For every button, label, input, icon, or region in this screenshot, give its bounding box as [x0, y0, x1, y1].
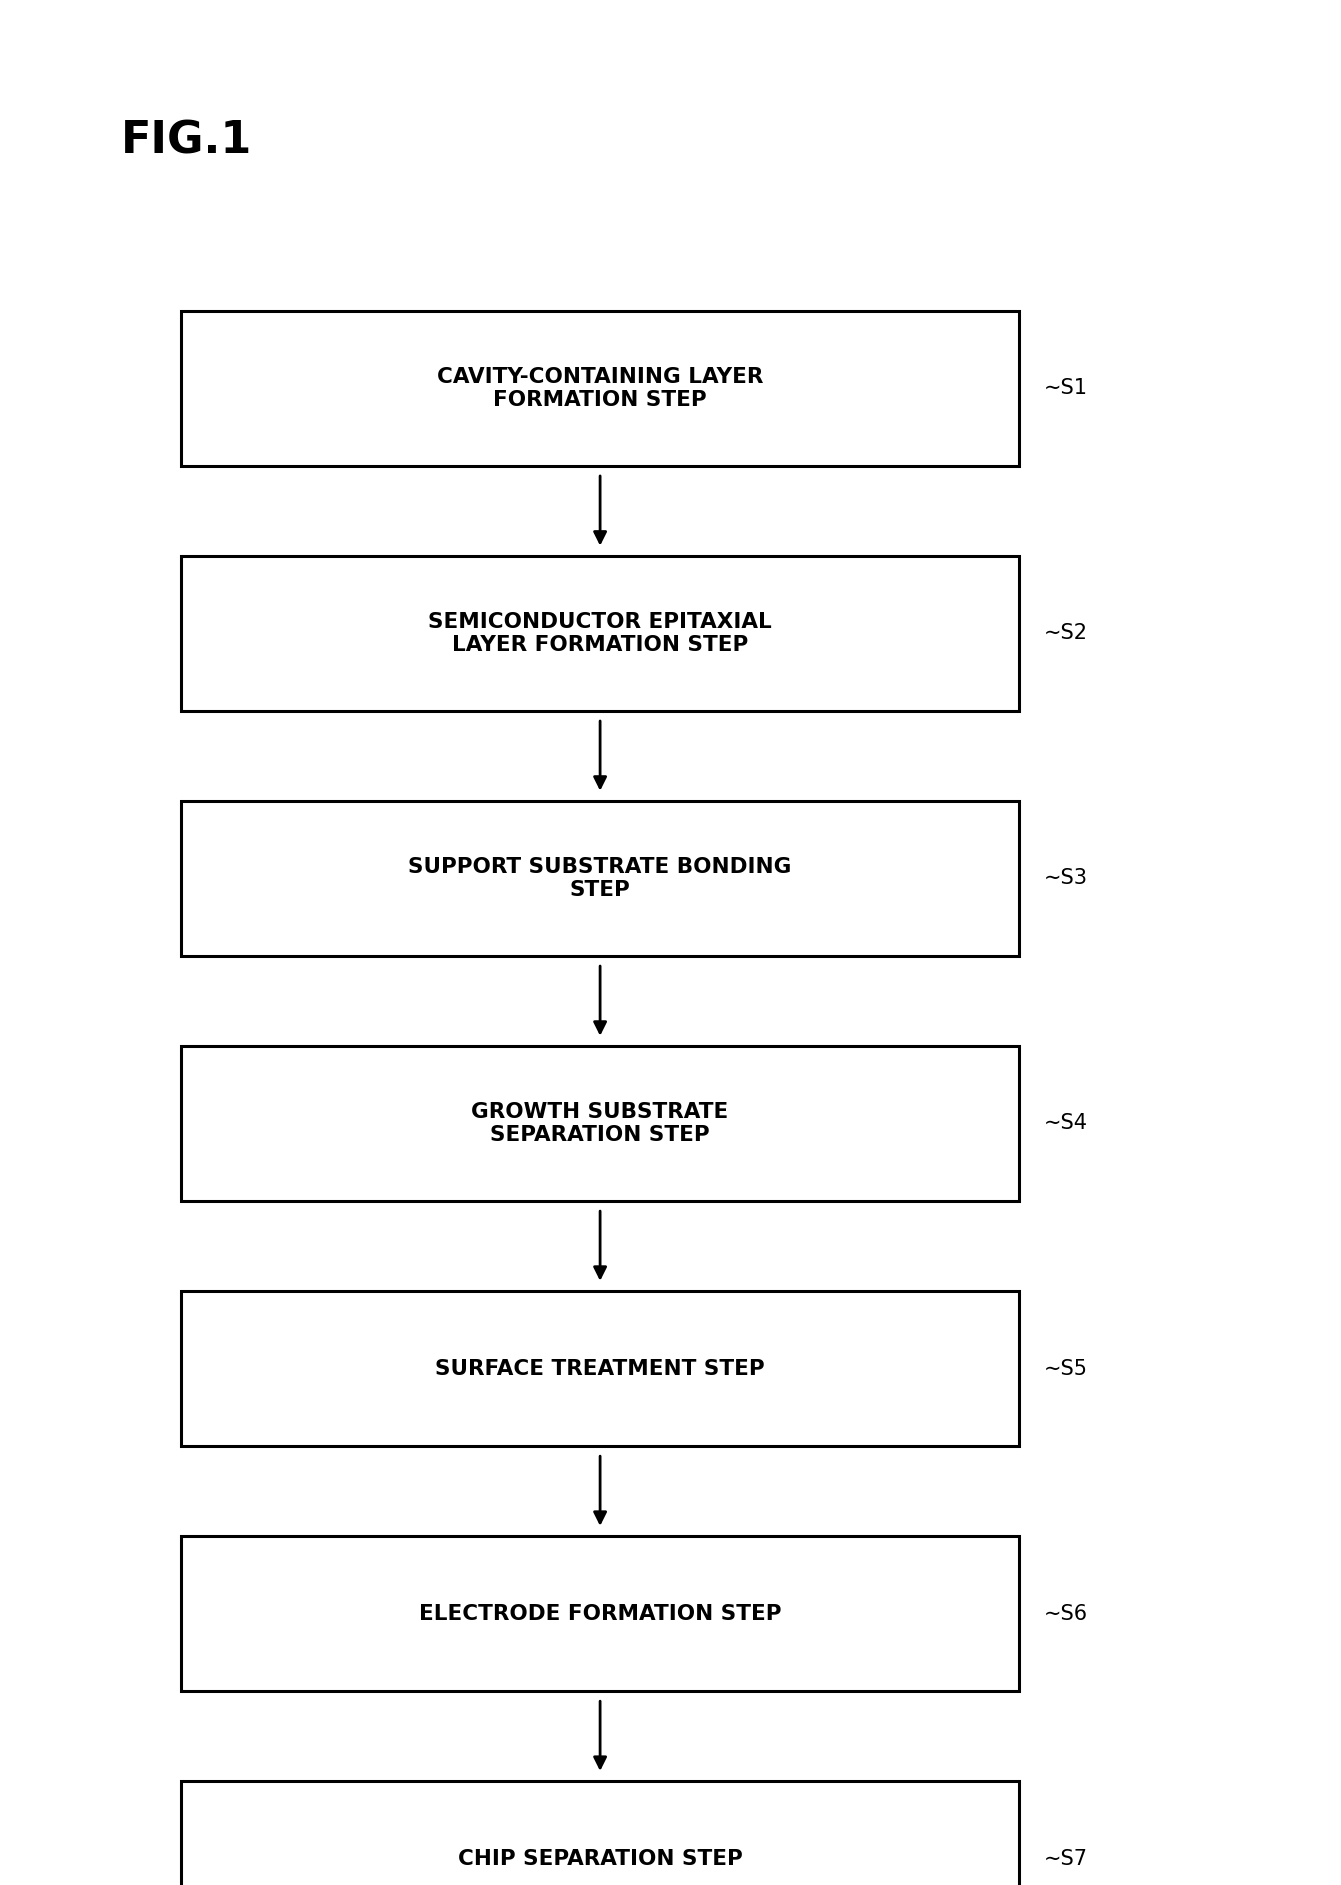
Text: CHIP SEPARATION STEP: CHIP SEPARATION STEP [457, 1849, 743, 1868]
Bar [181, 1536, 1019, 1691]
Text: ∼S5: ∼S5 [1043, 1359, 1088, 1378]
Bar [181, 1781, 1019, 1885]
Text: ∼S7: ∼S7 [1043, 1849, 1088, 1868]
Text: SUPPORT SUBSTRATE BONDING
STEP: SUPPORT SUBSTRATE BONDING STEP [409, 858, 791, 899]
Text: ∼S6: ∼S6 [1043, 1604, 1088, 1623]
Bar [181, 1046, 1019, 1201]
Bar [181, 1291, 1019, 1446]
Text: CAVITY-CONTAINING LAYER
FORMATION STEP: CAVITY-CONTAINING LAYER FORMATION STEP [437, 368, 763, 409]
Text: SEMICONDUCTOR EPITAXIAL
LAYER FORMATION STEP: SEMICONDUCTOR EPITAXIAL LAYER FORMATION … [428, 613, 772, 654]
Text: FIG.1: FIG.1 [121, 121, 252, 162]
Text: ∼S4: ∼S4 [1043, 1114, 1088, 1133]
Text: ELECTRODE FORMATION STEP: ELECTRODE FORMATION STEP [418, 1604, 782, 1623]
Text: ∼S3: ∼S3 [1043, 869, 1088, 888]
Bar [181, 801, 1019, 956]
Text: GROWTH SUBSTRATE
SEPARATION STEP: GROWTH SUBSTRATE SEPARATION STEP [472, 1103, 728, 1144]
Text: SURFACE TREATMENT STEP: SURFACE TREATMENT STEP [436, 1359, 764, 1378]
Bar [181, 556, 1019, 711]
Text: ∼S1: ∼S1 [1043, 379, 1088, 398]
Text: ∼S2: ∼S2 [1043, 624, 1088, 643]
Bar [181, 311, 1019, 466]
